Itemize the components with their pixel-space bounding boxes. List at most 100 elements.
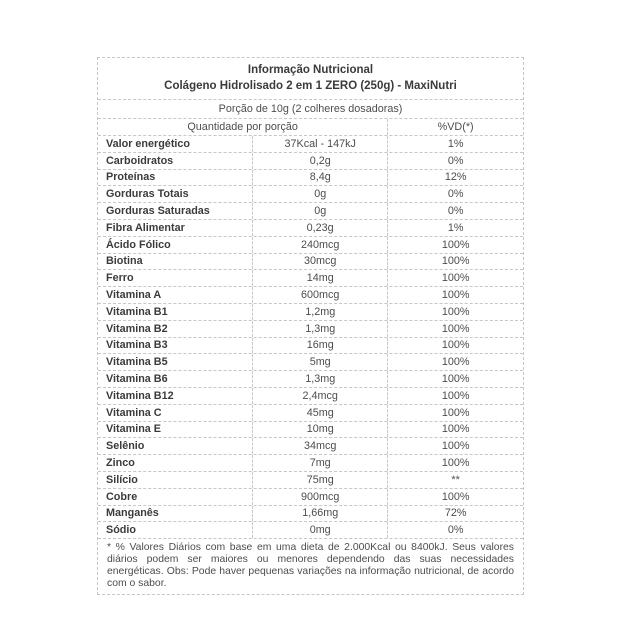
portion-row: Porção de 10g (2 colheres dosadoras) — [98, 100, 523, 119]
nutrient-quantity: 16mg — [253, 337, 389, 354]
nutrient-name: Biotina — [98, 253, 254, 270]
table-row: Gorduras Totais 0g 0% — [98, 186, 523, 204]
nutrient-quantity: 240mcg — [253, 236, 389, 253]
nutrient-name: Selênio — [98, 438, 254, 455]
nutrient-name: Carboidratos — [98, 152, 254, 169]
table-row: Manganês 1,66mg 72% — [98, 505, 523, 523]
table-row: Fibra Alimentar 0,23g 1% — [98, 219, 523, 237]
nutrient-quantity: 600mcg — [253, 287, 389, 303]
nutrient-name: Vitamina E — [98, 421, 254, 438]
nutrient-daily-value: 1% — [447, 137, 464, 150]
nutrient-quantity: 0,2g — [253, 152, 389, 169]
nutrient-daily-value: 100% — [441, 406, 470, 419]
nutrient-daily-value: 12% — [444, 171, 467, 184]
nutrient-quantity: 2,4mcg — [253, 387, 389, 404]
table-row: Ferro 14mg 100% — [98, 270, 523, 288]
nutrient-quantity: 0g — [253, 203, 389, 219]
nutrient-name: Valor energético — [98, 136, 254, 152]
nutrient-daily-value: 100% — [441, 339, 470, 352]
nutrient-name: Fibra Alimentar — [98, 219, 254, 236]
nutrient-name: Vitamina C — [98, 404, 254, 421]
table-row: Ácido Fólico 240mcg 100% — [98, 236, 523, 254]
table-row: Vitamina B6 1,3mg 100% — [98, 371, 523, 388]
table-row: Valor energético 37Kcal - 147kJ 1% — [98, 136, 523, 153]
nutrient-quantity: 34mcg — [253, 438, 389, 455]
nutrient-quantity: 0g — [253, 186, 389, 203]
nutrient-quantity: 1,3mg — [253, 371, 389, 387]
table-row: Vitamina B2 1,3mg 100% — [98, 320, 523, 338]
table-title: Informação Nutricional — [247, 64, 374, 76]
nutrient-name: Ferro — [98, 270, 254, 287]
table-row: Biotina 30mcg 100% — [98, 253, 523, 271]
nutrient-daily-value: 100% — [441, 255, 470, 268]
nutrient-daily-value: 100% — [441, 289, 470, 302]
nutrient-quantity: 1,66mg — [253, 505, 389, 522]
table-row: Vitamina B3 16mg 100% — [98, 337, 523, 355]
table-row: Selênio 34mcg 100% — [98, 438, 523, 456]
nutrient-daily-value: 100% — [441, 238, 470, 251]
nutrient-name: Cobre — [98, 488, 254, 505]
table-row: Cobre 900mcg 100% — [98, 488, 523, 506]
column-header-quantity: Quantidade por porção — [98, 119, 389, 135]
nutrient-daily-value: 72% — [444, 507, 467, 520]
table-row: Vitamina E 10mg 100% — [98, 421, 523, 439]
nutrient-name: Vitamina B5 — [98, 354, 254, 371]
table-row: Gorduras Saturadas 0g 0% — [98, 203, 523, 220]
nutrient-daily-value: 100% — [441, 272, 470, 285]
nutrient-quantity: 30mcg — [253, 253, 389, 270]
nutrient-name: Silício — [98, 471, 254, 488]
table-row: Vitamina C 45mg 100% — [98, 404, 523, 422]
nutrient-quantity: 75mg — [253, 471, 389, 488]
nutrient-quantity: 8,4g — [253, 169, 389, 186]
footnote: * % Valores Diários com base em uma diet… — [107, 542, 514, 590]
nutrient-name: Vitamina B1 — [98, 303, 254, 320]
column-header-row: Quantidade por porção %VD(*) — [98, 119, 523, 136]
nutrient-name: Vitamina A — [98, 287, 254, 303]
nutrient-quantity: 45mg — [253, 404, 389, 421]
nutrient-name: Sódio — [98, 522, 254, 539]
nutrient-name: Vitamina B12 — [98, 387, 254, 404]
nutrient-daily-value: 100% — [441, 322, 470, 335]
nutrient-quantity: 1,2mg — [253, 303, 389, 320]
nutrient-daily-value: 1% — [447, 221, 464, 234]
nutrient-name: Manganês — [98, 505, 254, 522]
table-title-section: Informação Nutricional Colágeno Hidrolis… — [98, 58, 523, 100]
nutrient-quantity: 7mg — [253, 455, 389, 471]
nutrient-daily-value: ** — [451, 473, 460, 486]
product-name: Colágeno Hidrolisado 2 em 1 ZERO (250g) … — [164, 80, 457, 92]
table-row: Sódio 0mg 0% — [98, 522, 523, 540]
nutrient-name: Vitamina B2 — [98, 320, 254, 337]
table-row: Vitamina B1 1,2mg 100% — [98, 303, 523, 321]
nutrient-daily-value: 100% — [441, 457, 470, 470]
nutrient-daily-value: 0% — [447, 154, 464, 167]
portion-text: Porção de 10g (2 colheres dosadoras) — [218, 103, 403, 115]
table-row: Carboidratos 0,2g 0% — [98, 152, 523, 170]
table-row: Vitamina A 600mcg 100% — [98, 287, 523, 304]
nutrient-daily-value: 100% — [441, 305, 470, 318]
nutrient-daily-value: 100% — [441, 373, 470, 386]
table-row: Vitamina B12 2,4mcg 100% — [98, 387, 523, 405]
table-row: Vitamina B5 5mg 100% — [98, 354, 523, 372]
nutrient-quantity: 10mg — [253, 421, 389, 438]
nutrient-daily-value: 0% — [447, 188, 464, 201]
nutrient-daily-value: 100% — [441, 490, 470, 503]
nutrient-daily-value: 100% — [441, 356, 470, 369]
nutrient-name: Proteínas — [98, 169, 254, 186]
column-header-dv: %VD(*) — [437, 121, 474, 133]
nutrient-name: Vitamina B6 — [98, 371, 254, 387]
nutrient-daily-value: 100% — [441, 440, 470, 453]
nutrient-daily-value: 100% — [441, 389, 470, 402]
table-body: Valor energético 37Kcal - 147kJ 1% Carbo… — [98, 136, 523, 540]
nutrient-name: Zinco — [98, 455, 254, 471]
table-row: Proteínas 8,4g 12% — [98, 169, 523, 187]
table-row: Zinco 7mg 100% — [98, 455, 523, 472]
table-row: Silício 75mg ** — [98, 471, 523, 489]
nutrient-daily-value: 0% — [447, 524, 464, 537]
nutrient-name: Gorduras Saturadas — [98, 203, 254, 219]
nutrient-quantity: 1,3mg — [253, 320, 389, 337]
nutrient-daily-value: 100% — [441, 423, 470, 436]
nutrient-daily-value: 0% — [447, 205, 464, 218]
nutrient-quantity: 0,23g — [253, 219, 389, 236]
nutrient-quantity: 5mg — [253, 354, 389, 371]
nutrient-quantity: 37Kcal - 147kJ — [253, 136, 389, 152]
